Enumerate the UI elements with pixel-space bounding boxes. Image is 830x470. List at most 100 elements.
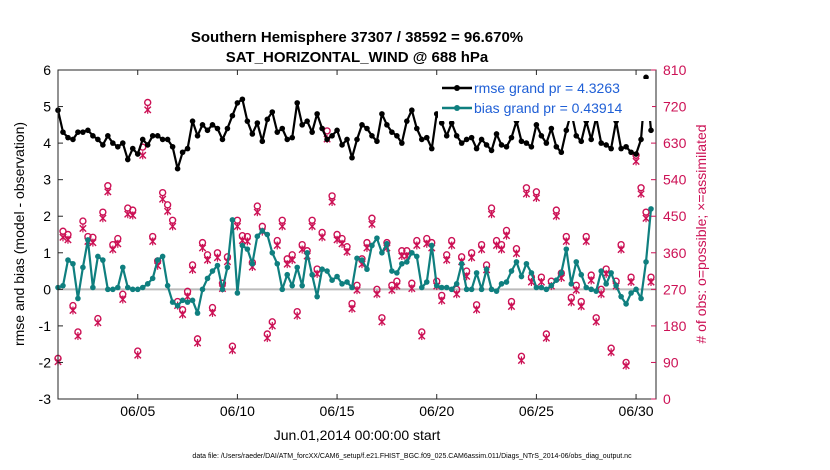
bias-series-point (189, 297, 196, 304)
bias-series-point (528, 270, 535, 276)
rmse-series-point (249, 131, 256, 137)
rmse-series-point (528, 143, 535, 150)
bias-series-point (458, 260, 465, 267)
bias-series-point (503, 279, 510, 285)
obs-assimilated-point (472, 305, 481, 314)
bias-series-point (259, 228, 266, 234)
bias-series-point (513, 259, 520, 265)
rmse-series-point (259, 138, 266, 145)
bias-series-point (523, 260, 530, 267)
rmse-series-point (189, 118, 196, 124)
bias-series-point (498, 281, 505, 287)
bias-series-point (334, 273, 340, 280)
y-left-tick-label: 1 (43, 245, 51, 261)
obs-assimilated-point (79, 224, 87, 233)
y-left-tick-label: 4 (43, 135, 51, 151)
obs-assimilated-point (268, 321, 276, 330)
rmse-series-point (518, 138, 525, 145)
bias-series-point (284, 271, 291, 278)
obs-assimilated-point (477, 245, 486, 254)
rmse-series-point (438, 120, 445, 126)
bias-series-point (134, 286, 141, 293)
obs-assimilated-point (134, 351, 142, 360)
rmse-series-point (339, 142, 345, 148)
obs-assimilated-point (119, 295, 127, 304)
bias-series-point (553, 277, 560, 283)
bias-series-point (154, 257, 161, 263)
obs-assimilated-point (163, 207, 172, 216)
y-right-tick-label: 90 (663, 354, 679, 370)
bias-series-point (304, 249, 310, 256)
bias-series-point (349, 284, 355, 291)
rmse-series-point (139, 136, 146, 143)
rmse-series-point (354, 136, 360, 143)
rmse-series-point (159, 136, 166, 143)
obs-assimilated-point (193, 338, 202, 347)
bias-series-point (164, 282, 171, 289)
rmse-series-point (379, 111, 385, 117)
rmse-series-point (124, 156, 131, 163)
bias-series-point (608, 270, 614, 276)
rmse-series-point (105, 133, 111, 139)
bias-series-point (478, 286, 485, 293)
bias-series-point (319, 266, 325, 273)
rmse-series-point (468, 134, 475, 141)
obs-assimilated-point (89, 238, 97, 247)
rmse-series-point (129, 145, 136, 152)
bias-series-point (219, 286, 226, 293)
data-file-footnote: data file: /Users/raeder/DAI/ATM_forcXX/… (192, 453, 632, 460)
x-tick-label: 06/25 (519, 403, 554, 419)
y-left-tick-label: 3 (43, 172, 51, 188)
bias-series-point (279, 286, 286, 293)
rmse-series-point (164, 136, 171, 143)
obs-assimilated-point (343, 247, 351, 256)
rmse-series-point (418, 136, 425, 143)
obs-assimilated-point (308, 222, 316, 231)
bias-series-point (508, 268, 515, 274)
rmse-series-point (443, 133, 450, 139)
bias-series-point (90, 284, 96, 291)
bias-series-point (593, 288, 599, 294)
rmse-series-point (364, 125, 370, 132)
bias-series-point (239, 242, 246, 249)
y-right-tick-label: 450 (663, 208, 687, 224)
bias-series-point (603, 281, 609, 287)
rmse-series-point (314, 111, 320, 117)
bias-series-point (643, 259, 649, 265)
bias-series-point (80, 264, 86, 271)
rmse-series-point (458, 140, 465, 146)
y-axis-left: -3 -2 -1 0 1 2 3 4 5 6 (39, 62, 63, 407)
y-left-tick-label: 2 (43, 208, 51, 224)
rmse-series-point (100, 142, 106, 148)
obs-assimilated-point (373, 290, 381, 299)
chart-title: Southern Hemisphere 37307 / 38592 = 96.6… (191, 29, 523, 46)
obs-assimilated-point (263, 334, 271, 343)
rmse-series-point (194, 133, 201, 139)
bias-series-point (404, 259, 410, 265)
rmse-series-point (214, 125, 221, 132)
bias-series-point (179, 297, 186, 304)
y-axis-right: 0 90 180 270 360 450 540 630 720 810 (651, 62, 687, 407)
rmse-series-point (553, 143, 560, 150)
obs-assimilated-point (213, 253, 222, 262)
rmse-series-point (618, 145, 624, 152)
bias-series-point (563, 246, 570, 252)
bias-series-point (379, 249, 385, 256)
obs-assimilated-point (243, 237, 252, 246)
bias-series-point (65, 257, 71, 263)
obs-assimilated-point (572, 286, 580, 295)
bias-series-point (60, 282, 66, 289)
rmse-series-point (508, 134, 515, 141)
y-right-tick-label: 180 (663, 318, 687, 334)
bias-series-point (229, 217, 236, 223)
obs-assimilated-point (313, 269, 321, 278)
bias-series-point (299, 282, 305, 289)
rmse-series-point (563, 127, 570, 134)
rmse-series-point (254, 120, 261, 126)
obs-assimilated-point (497, 245, 506, 254)
rmse-series-point (239, 96, 246, 103)
obs-possible-point (79, 217, 87, 225)
rmse-series-point (369, 133, 375, 139)
bias-series-point (224, 264, 231, 271)
rmse-series-point (219, 136, 226, 143)
